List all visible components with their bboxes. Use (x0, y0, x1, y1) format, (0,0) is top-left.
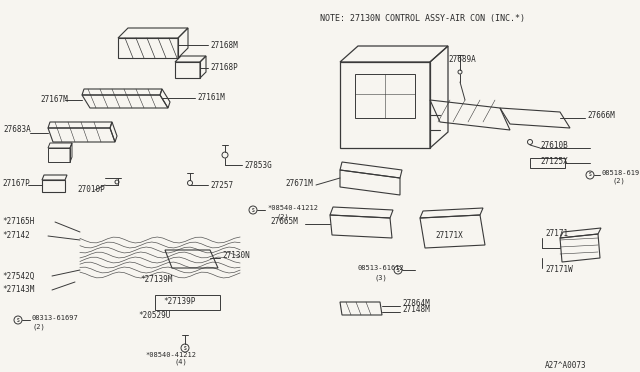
Text: *08540-41212: *08540-41212 (145, 352, 196, 358)
Text: (2): (2) (276, 214, 289, 220)
Text: *08540-41212: *08540-41212 (267, 205, 318, 211)
Text: 27665M: 27665M (270, 218, 298, 227)
Text: *20529U: *20529U (138, 311, 170, 321)
Text: 27864M: 27864M (402, 299, 429, 308)
Text: 27853G: 27853G (244, 160, 272, 170)
Text: 27168M: 27168M (210, 41, 237, 49)
Text: 27125X: 27125X (540, 157, 568, 167)
Text: (2): (2) (612, 178, 625, 184)
Text: 27689A: 27689A (448, 55, 476, 64)
Text: 27148M: 27148M (402, 305, 429, 314)
Text: 27610B: 27610B (540, 141, 568, 151)
Text: S: S (589, 173, 591, 177)
Text: 27257: 27257 (210, 180, 233, 189)
Text: S: S (184, 346, 186, 350)
Text: S: S (397, 267, 399, 273)
Text: 27671M: 27671M (285, 179, 313, 187)
Text: *27142: *27142 (2, 231, 29, 241)
Text: 27171: 27171 (545, 230, 568, 238)
Text: 08518-61912: 08518-61912 (602, 170, 640, 176)
Text: 08513-61612: 08513-61612 (357, 265, 404, 271)
Text: 27167P: 27167P (2, 179, 29, 187)
Text: (3): (3) (375, 275, 388, 281)
Text: S: S (252, 208, 255, 212)
Text: 27130N: 27130N (222, 251, 250, 260)
Text: 27161M: 27161M (197, 93, 225, 103)
Text: 27168P: 27168P (210, 64, 237, 73)
Text: (2): (2) (32, 324, 45, 330)
Text: 27666M: 27666M (587, 112, 615, 121)
Text: 27683A: 27683A (3, 125, 31, 135)
Text: *27165H: *27165H (2, 218, 35, 227)
Text: 27010P: 27010P (77, 186, 105, 195)
Text: (4): (4) (175, 359, 188, 365)
Text: 08313-61697: 08313-61697 (32, 315, 79, 321)
Text: *27139P: *27139P (163, 298, 195, 307)
Text: 27167M: 27167M (40, 96, 68, 105)
Text: *27542Q: *27542Q (2, 272, 35, 280)
Text: NOTE: 27130N CONTROL ASSY-AIR CON (INC.*): NOTE: 27130N CONTROL ASSY-AIR CON (INC.*… (320, 13, 525, 22)
Text: 27171X: 27171X (435, 231, 463, 240)
Text: *27143M: *27143M (2, 285, 35, 295)
Text: S: S (17, 317, 19, 323)
Text: 27171W: 27171W (545, 266, 573, 275)
Text: *27139M: *27139M (140, 276, 172, 285)
Text: A27^A0073: A27^A0073 (545, 360, 587, 369)
